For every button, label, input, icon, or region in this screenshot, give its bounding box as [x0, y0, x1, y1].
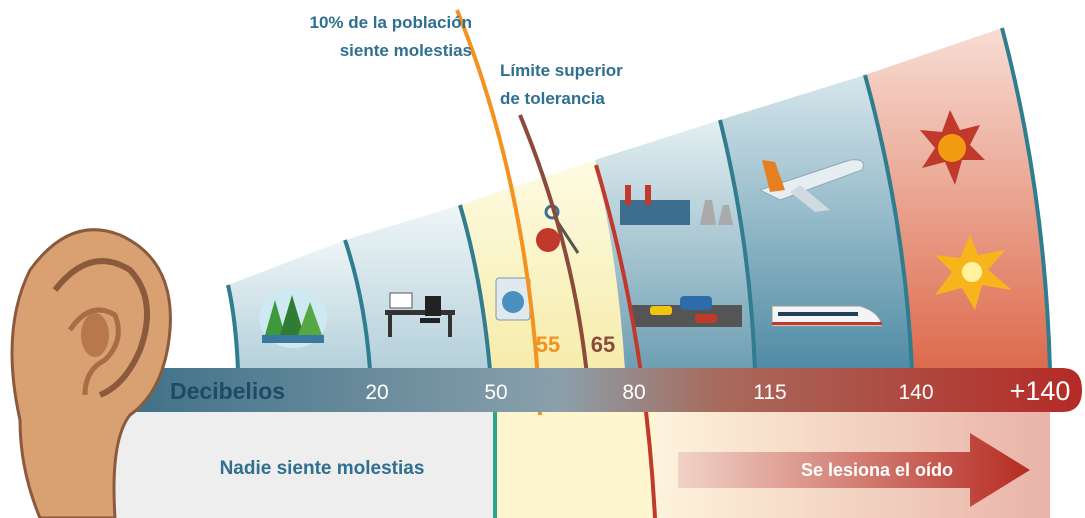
annotation: Límite superior — [500, 61, 623, 80]
tick-label: 140 — [898, 381, 933, 404]
safe-text: Nadie siente molestias — [220, 458, 425, 479]
tick-label: +140 — [1010, 376, 1071, 406]
tick-label: 20 — [365, 381, 388, 404]
annotation: de tolerancia — [500, 89, 605, 108]
forest-icon — [259, 288, 327, 348]
annotation: 10% de la población — [310, 13, 473, 32]
scale-label: Decibelios — [170, 378, 285, 404]
tick-label: 80 — [622, 381, 645, 404]
noise-infographic: Decibelios 20 50 80 115 140 +140 55 65 1… — [0, 0, 1085, 518]
harm-text: Se lesiona el oído — [801, 460, 953, 480]
annotation: siente molestias — [340, 41, 472, 60]
tick-label: 115 — [753, 381, 786, 404]
marker-label: 55 — [536, 332, 560, 357]
yellow-zone — [495, 412, 655, 518]
tick-label: 50 — [484, 381, 507, 404]
washer-icon — [496, 278, 530, 320]
train-icon — [772, 306, 882, 326]
marker-label: 65 — [591, 332, 615, 357]
